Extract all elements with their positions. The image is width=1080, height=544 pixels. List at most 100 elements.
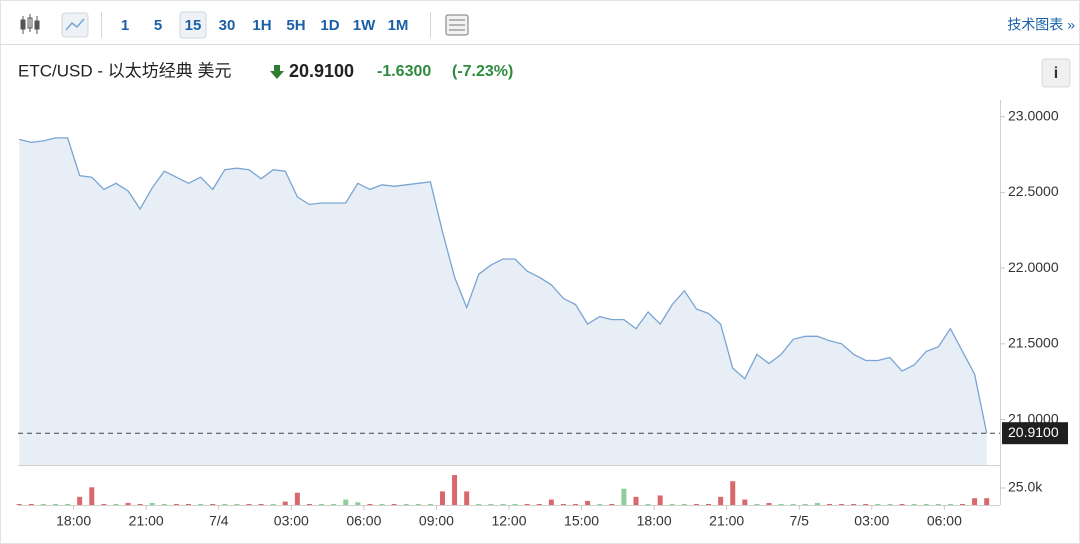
- volume-bar: [972, 498, 978, 505]
- x-tick-label: 21:00: [129, 513, 164, 529]
- interval-button[interactable]: 1M: [388, 17, 409, 34]
- interval-button[interactable]: 1D: [320, 17, 339, 34]
- volume-bar: [113, 503, 119, 505]
- x-tick-label: 03:00: [854, 513, 889, 529]
- volume-bar: [294, 492, 300, 505]
- volume-bar: [258, 503, 264, 505]
- interval-button[interactable]: 1: [121, 17, 129, 34]
- volume-bar: [609, 503, 615, 505]
- volume-bar: [367, 503, 373, 505]
- info-label[interactable]: i: [1054, 65, 1058, 82]
- volume-bar: [778, 503, 784, 505]
- volume-bar: [536, 503, 542, 505]
- volume-bar: [742, 499, 748, 505]
- volume-bar: [826, 503, 832, 505]
- line-icon[interactable]: [61, 12, 89, 38]
- volume-tick-label: 25.0k: [1008, 479, 1043, 495]
- volume-bar: [439, 491, 445, 505]
- current-price-label: 20.9100: [1008, 424, 1059, 440]
- volume-bar: [52, 503, 58, 505]
- price-line: [19, 137, 988, 434]
- volume-bar: [77, 496, 83, 505]
- volume-bar: [621, 488, 627, 505]
- x-tick-label: 18:00: [56, 513, 91, 529]
- last-price: 20.9100: [289, 61, 354, 81]
- volume-bar: [560, 503, 566, 505]
- volume-bar: [984, 498, 990, 505]
- change-pct: (-7.23%): [452, 63, 513, 80]
- volume-bar: [403, 503, 409, 505]
- volume-bar: [548, 499, 554, 505]
- volume-bar: [331, 503, 337, 505]
- volume-bar: [863, 503, 869, 505]
- volume-bar: [488, 503, 494, 505]
- x-tick-label: 7/5: [790, 513, 810, 529]
- selected-interval-bg[interactable]: [179, 11, 207, 39]
- volume-bar: [585, 500, 591, 505]
- x-tick-label: 06:00: [346, 513, 381, 529]
- volume-bar: [391, 503, 397, 505]
- volume-bar: [645, 503, 651, 505]
- y-tick-label: 21.5000: [1008, 335, 1059, 351]
- info-button[interactable]: [1041, 58, 1071, 88]
- change: -1.6300: [377, 63, 431, 80]
- volume-bar: [476, 503, 482, 505]
- volume-bar: [234, 503, 240, 505]
- interval-button[interactable]: 30: [219, 17, 236, 34]
- volume-bar: [935, 503, 941, 505]
- volume-bar: [802, 503, 808, 505]
- volume-bar: [851, 503, 857, 505]
- interval-button[interactable]: 1W: [353, 17, 376, 34]
- volume-bar: [790, 503, 796, 505]
- volume-bar: [65, 503, 71, 505]
- volume-bar: [125, 502, 131, 505]
- x-tick-label: 06:00: [927, 513, 962, 529]
- volume-bar: [887, 503, 893, 505]
- volume-bar: [28, 503, 34, 505]
- volume-bar: [198, 503, 204, 505]
- volume-bar: [573, 503, 579, 505]
- volume-bar: [597, 503, 603, 505]
- volume-bar: [875, 503, 881, 505]
- volume-bar: [657, 495, 663, 505]
- volume-bar: [669, 503, 675, 505]
- volume-bar: [16, 503, 22, 505]
- interval-button[interactable]: 5: [154, 17, 162, 34]
- volume-bar: [427, 503, 433, 505]
- volume-bar: [512, 503, 518, 505]
- volume-bar: [282, 501, 288, 505]
- technical-chart-link[interactable]: 技术图表 »: [1007, 17, 1075, 33]
- current-price-box: [1002, 422, 1068, 445]
- volume-bar: [633, 496, 639, 505]
- indicator-icon[interactable]: [445, 14, 469, 36]
- volume-bar: [319, 503, 325, 505]
- volume-bar: [186, 503, 192, 505]
- x-tick-label: 21:00: [709, 513, 744, 529]
- candle-icon[interactable]: [20, 14, 40, 34]
- volume-bar: [923, 503, 929, 505]
- volume-bar: [343, 499, 349, 505]
- volume-bar: [452, 475, 458, 505]
- x-tick-label: 15:00: [564, 513, 599, 529]
- interval-button[interactable]: 1H: [252, 17, 271, 34]
- plot: 英为财情Investing.com21.000021.500022.000022…: [16, 100, 1068, 529]
- symbol: ETC/USD - 以太坊经典 美元: [18, 61, 231, 80]
- interval-button[interactable]: 5H: [286, 17, 305, 34]
- volume-bar: [137, 503, 143, 505]
- volume-bar: [911, 503, 917, 505]
- volume-bar: [270, 503, 276, 505]
- volume-bar: [379, 503, 385, 505]
- volume-bar: [766, 502, 772, 505]
- volume-bar: [681, 503, 687, 505]
- interval-button[interactable]: 15: [185, 17, 202, 34]
- volume-bar: [718, 496, 724, 505]
- x-tick-label: 12:00: [491, 513, 526, 529]
- x-tick-label: 7/4: [209, 513, 229, 529]
- volume-bar: [161, 503, 167, 505]
- volume-bar: [89, 487, 95, 505]
- volume-bar: [839, 503, 845, 505]
- y-tick-label: 23.0000: [1008, 107, 1059, 123]
- volume-bar: [730, 481, 736, 505]
- volume-bar: [222, 503, 228, 505]
